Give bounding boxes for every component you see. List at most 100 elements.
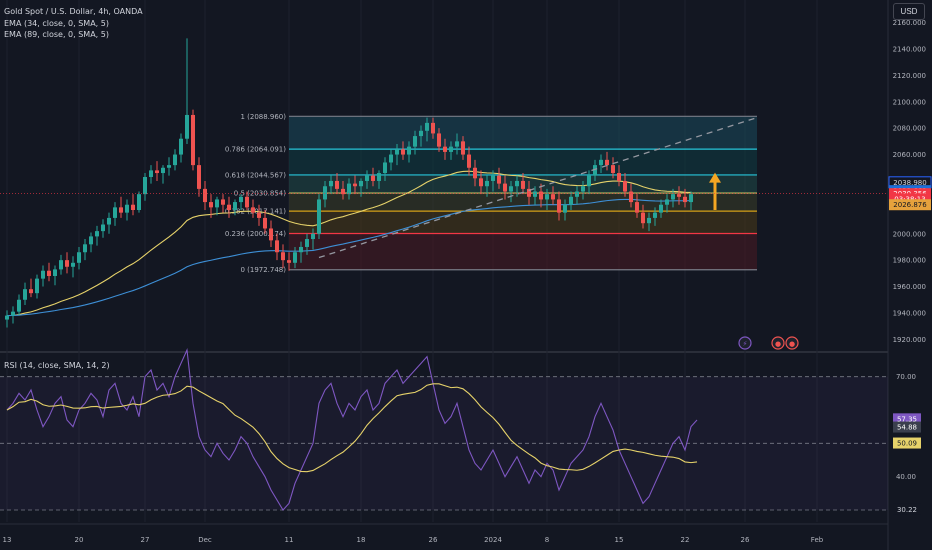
ema-34-legend[interactable]: EMA (34, close, 0, SMA, 5) [4, 19, 109, 28]
time-tick-label: 26 [429, 536, 438, 544]
candle-body [515, 180, 519, 187]
price-tick-label: 1940.000 [893, 309, 926, 317]
candle-body [467, 154, 471, 168]
candle-body [215, 199, 219, 208]
ema-89-legend[interactable]: EMA (89, close, 0, SMA, 5) [4, 30, 109, 39]
candle-body [677, 194, 681, 197]
candle-body [521, 180, 525, 189]
candle-body [557, 199, 561, 213]
candle-body [311, 233, 315, 240]
candle-body [371, 175, 375, 181]
rsi-legend[interactable]: RSI (14, close, SMA, 14, 2) [4, 361, 110, 370]
candle-body [155, 170, 159, 174]
candle-body [473, 167, 477, 179]
candle-body [689, 194, 693, 203]
time-tick-label: 8 [545, 536, 549, 544]
candle-body [251, 207, 255, 213]
rsi-badge [893, 421, 921, 433]
time-tick-label: 22 [681, 536, 690, 544]
candle-body [437, 133, 441, 147]
candle-body [569, 196, 573, 205]
rsi-tick-label: 40.00 [896, 473, 916, 481]
event-icon[interactable] [738, 336, 752, 350]
fib-level-label: 0.5 (2030.854) [234, 190, 286, 198]
candle-body [425, 122, 429, 131]
candle-body [275, 240, 279, 253]
time-tick-label: Dec [198, 536, 212, 544]
candle-body [209, 202, 213, 208]
candle-body [353, 183, 357, 187]
candle-body [89, 236, 93, 245]
event-icon-glyph: ● [789, 340, 795, 348]
candle-body [545, 194, 549, 200]
candle-body [641, 212, 645, 224]
candle-body [281, 252, 285, 261]
candle-body [683, 196, 687, 203]
candle-body [479, 178, 483, 187]
candle-body [533, 191, 537, 197]
candle-body [653, 212, 657, 218]
candle-body [125, 204, 129, 213]
time-tick-label: 27 [141, 536, 150, 544]
rsi-badge-label: 54.88 [897, 424, 917, 432]
candle-body [599, 159, 603, 166]
candle-body [611, 165, 615, 174]
rsi-tick-label: 70.00 [896, 373, 916, 381]
currency-button[interactable]: USD [893, 3, 925, 20]
candle-body [35, 278, 39, 294]
candle-body [407, 146, 411, 155]
candle-body [239, 196, 243, 203]
candle-body [539, 191, 543, 200]
candle-body [383, 162, 387, 174]
candle-body [41, 270, 45, 279]
fib-level-label: 0.618 (2044.567) [225, 171, 286, 179]
symbol-legend[interactable]: Gold Spot / U.S. Dollar, 4h, OANDA [4, 7, 143, 16]
candle-body [233, 202, 237, 210]
candle-body [65, 260, 69, 267]
candle-body [581, 186, 585, 192]
rsi-badge-label: 50.09 [897, 440, 917, 448]
candle-body [551, 194, 555, 200]
candle-body [317, 199, 321, 234]
candle-body [305, 239, 309, 247]
fib-zone [289, 211, 757, 234]
time-tick-label: 13 [3, 536, 12, 544]
price-tick-label: 2080.000 [893, 125, 926, 133]
candle-body [173, 154, 177, 166]
candle-body [335, 180, 339, 189]
candle-body [227, 204, 231, 210]
candle-body [629, 191, 633, 203]
time-tick-label: 26 [741, 536, 750, 544]
candle-body [587, 175, 591, 187]
rsi-badge-label: 57.35 [897, 415, 917, 423]
candle-body [143, 177, 147, 195]
price-badge-label: 2038.980 [893, 179, 926, 187]
fib-zone [289, 116, 757, 150]
event-icon[interactable] [785, 336, 799, 350]
fib-zone [289, 193, 757, 212]
fib-level-label: 1 (2088.960) [240, 113, 286, 121]
event-icon[interactable] [771, 336, 785, 350]
candle-body [659, 204, 663, 213]
up-arrow-head[interactable] [709, 172, 721, 183]
price-badge-label: 2026.876 [893, 201, 927, 209]
price-tick-label: 2160.000 [893, 19, 926, 27]
candle-body [563, 204, 567, 213]
candle-body [455, 141, 459, 147]
candle-body [269, 228, 273, 241]
candle-body [491, 175, 495, 181]
candle-body [47, 270, 51, 276]
fib-level-label: 0.786 (2064.091) [225, 146, 286, 154]
candle-body [197, 165, 201, 189]
candle-body [77, 252, 81, 263]
fib-level-label: 0.236 (2000.174) [225, 230, 286, 238]
candle-body [617, 173, 621, 181]
candle-body [185, 114, 189, 139]
rsi-ma-line [6, 383, 698, 473]
candle-body [401, 149, 405, 155]
time-tick-label: 11 [285, 536, 294, 544]
ema-34-line [6, 170, 692, 317]
candle-body [221, 199, 225, 205]
price-tick-label: 1960.000 [893, 283, 926, 291]
